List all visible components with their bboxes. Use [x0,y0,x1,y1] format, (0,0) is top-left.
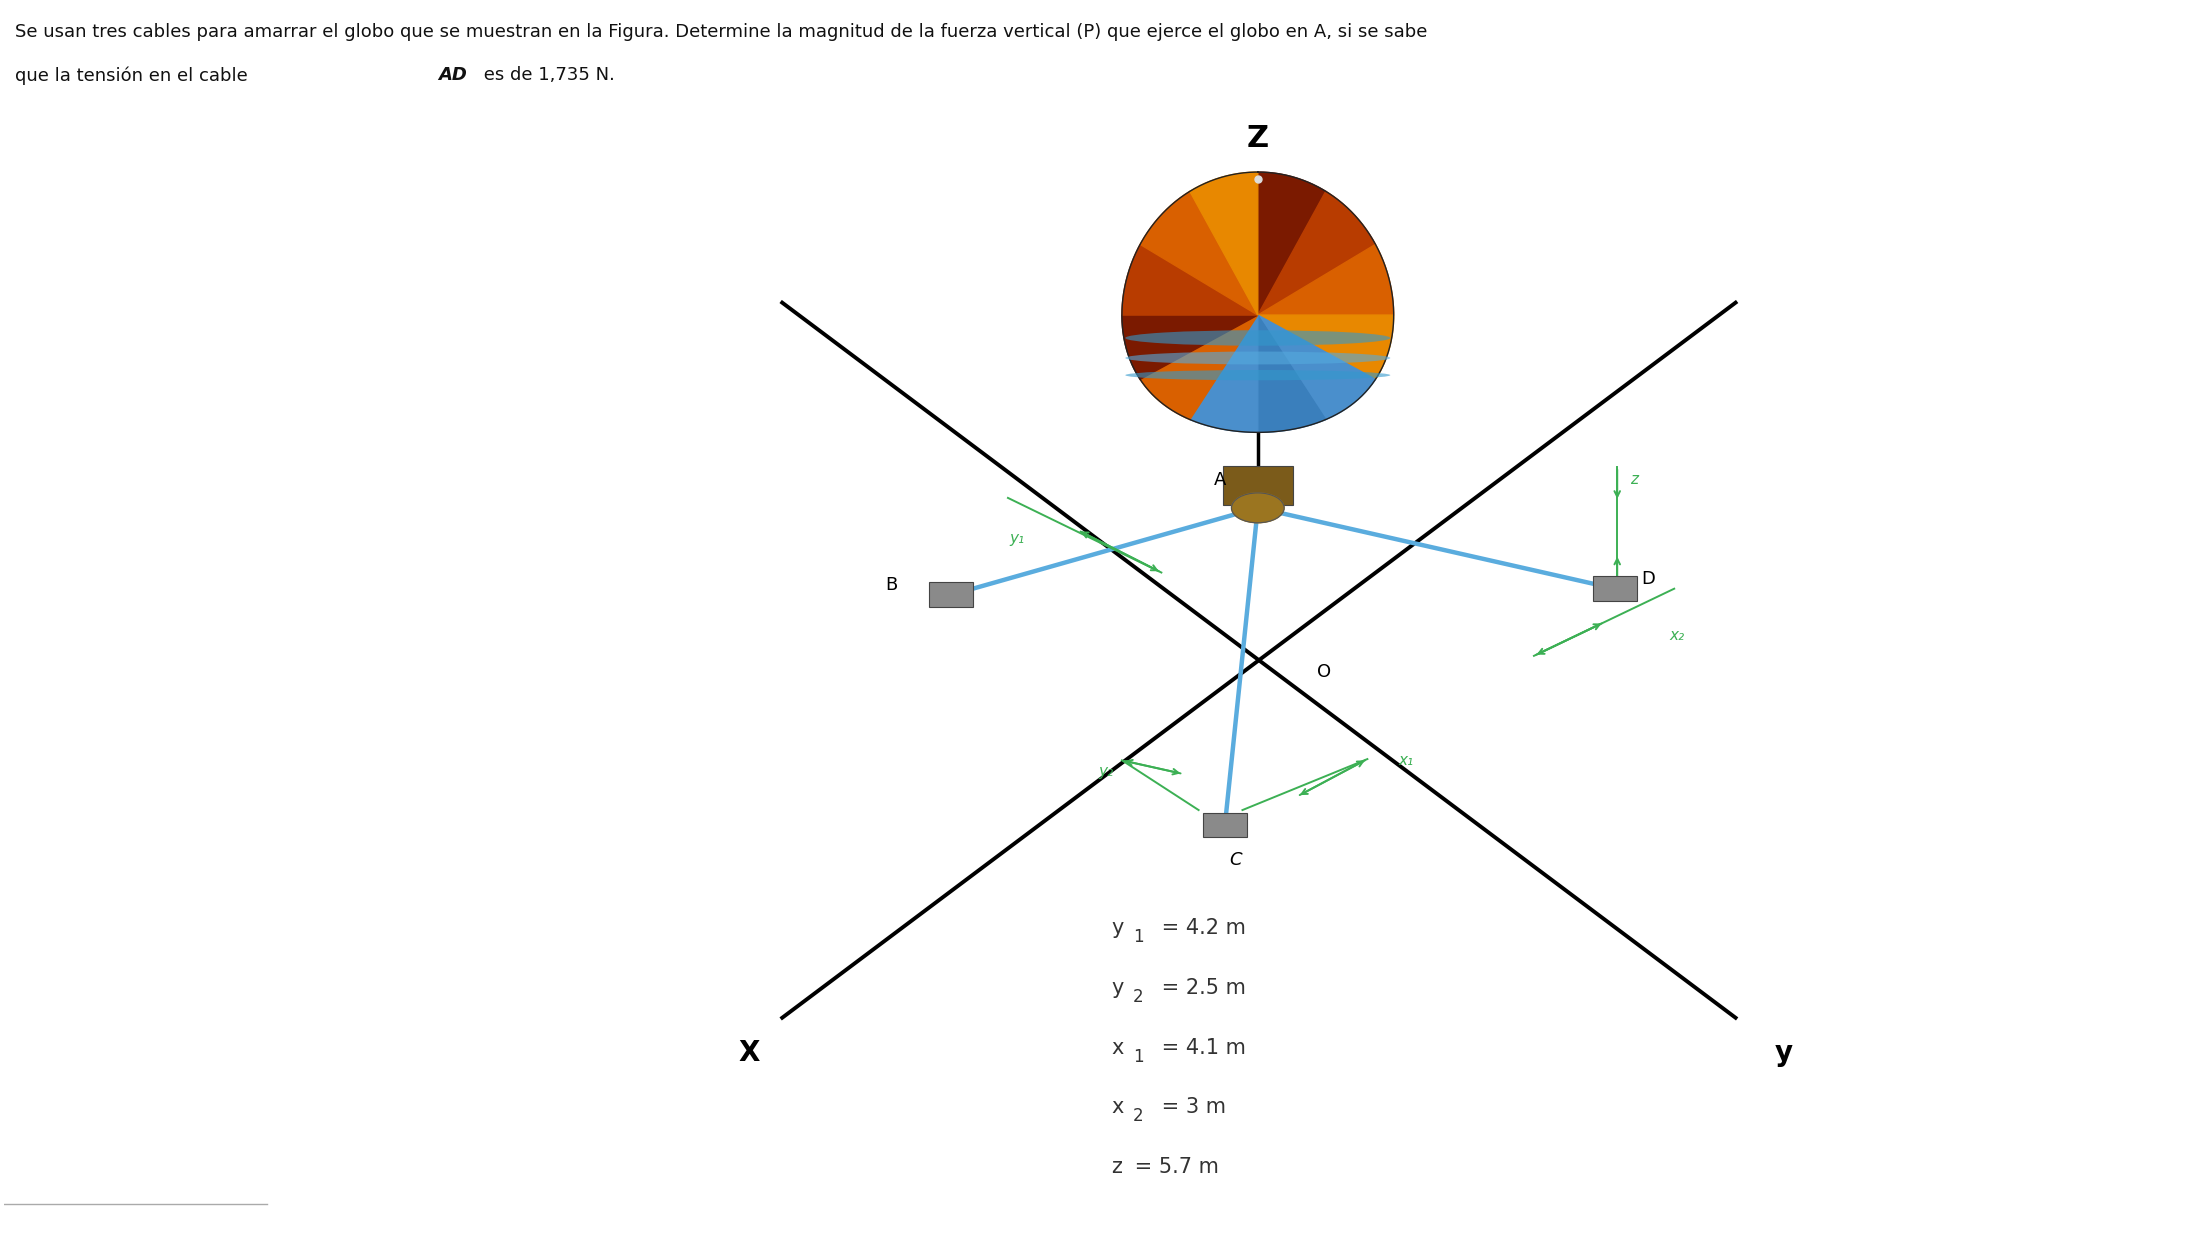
Text: z: z [1111,1157,1122,1177]
Text: x₂: x₂ [1670,629,1685,644]
Text: = 3 m: = 3 m [1155,1097,1225,1117]
Text: es de 1,735 N.: es de 1,735 N. [477,66,614,84]
Polygon shape [1258,316,1393,379]
FancyBboxPatch shape [1203,813,1247,838]
Ellipse shape [1126,371,1390,381]
Text: que la tensión en el cable: que la tensión en el cable [15,66,253,85]
Text: Z: Z [1247,124,1269,154]
Text: y: y [1775,1039,1793,1067]
Text: = 5.7 m: = 5.7 m [1129,1157,1219,1177]
Polygon shape [1258,244,1393,316]
Text: 2: 2 [1133,988,1144,1005]
Text: 1: 1 [1133,1048,1144,1065]
Polygon shape [1258,172,1327,316]
FancyBboxPatch shape [1593,576,1637,601]
Text: = 2.5 m: = 2.5 m [1155,978,1245,998]
Text: D: D [1641,570,1654,587]
Text: x₁: x₁ [1397,752,1412,767]
Text: = 4.1 m: = 4.1 m [1155,1038,1245,1058]
Polygon shape [1140,192,1258,316]
Text: X: X [739,1039,759,1067]
Polygon shape [1140,316,1258,419]
FancyBboxPatch shape [928,582,972,607]
Polygon shape [1258,316,1327,432]
Polygon shape [1122,316,1258,379]
Ellipse shape [1126,331,1390,346]
Circle shape [1232,493,1285,523]
Text: B: B [884,576,898,593]
Text: y: y [1111,918,1124,938]
FancyBboxPatch shape [1223,466,1294,506]
Text: x: x [1111,1097,1124,1117]
Polygon shape [1122,244,1258,316]
Ellipse shape [1126,352,1390,364]
Text: O: O [1318,664,1331,681]
Text: Se usan tres cables para amarrar el globo que se muestran en la Figura. Determin: Se usan tres cables para amarrar el glob… [15,23,1428,41]
Polygon shape [1190,316,1258,432]
Text: z: z [1630,472,1639,487]
Text: A: A [1214,472,1225,490]
Text: 1: 1 [1133,928,1144,947]
Text: y₂: y₂ [1098,764,1113,779]
Polygon shape [1258,316,1375,419]
Text: x: x [1111,1038,1124,1058]
Text: 2: 2 [1133,1107,1144,1126]
Text: y: y [1111,978,1124,998]
Polygon shape [1190,172,1258,316]
Text: AD: AD [438,66,466,84]
Text: C: C [1230,851,1243,869]
Polygon shape [1258,192,1375,316]
Text: y₁: y₁ [1010,531,1025,546]
Text: = 4.2 m: = 4.2 m [1155,918,1245,938]
